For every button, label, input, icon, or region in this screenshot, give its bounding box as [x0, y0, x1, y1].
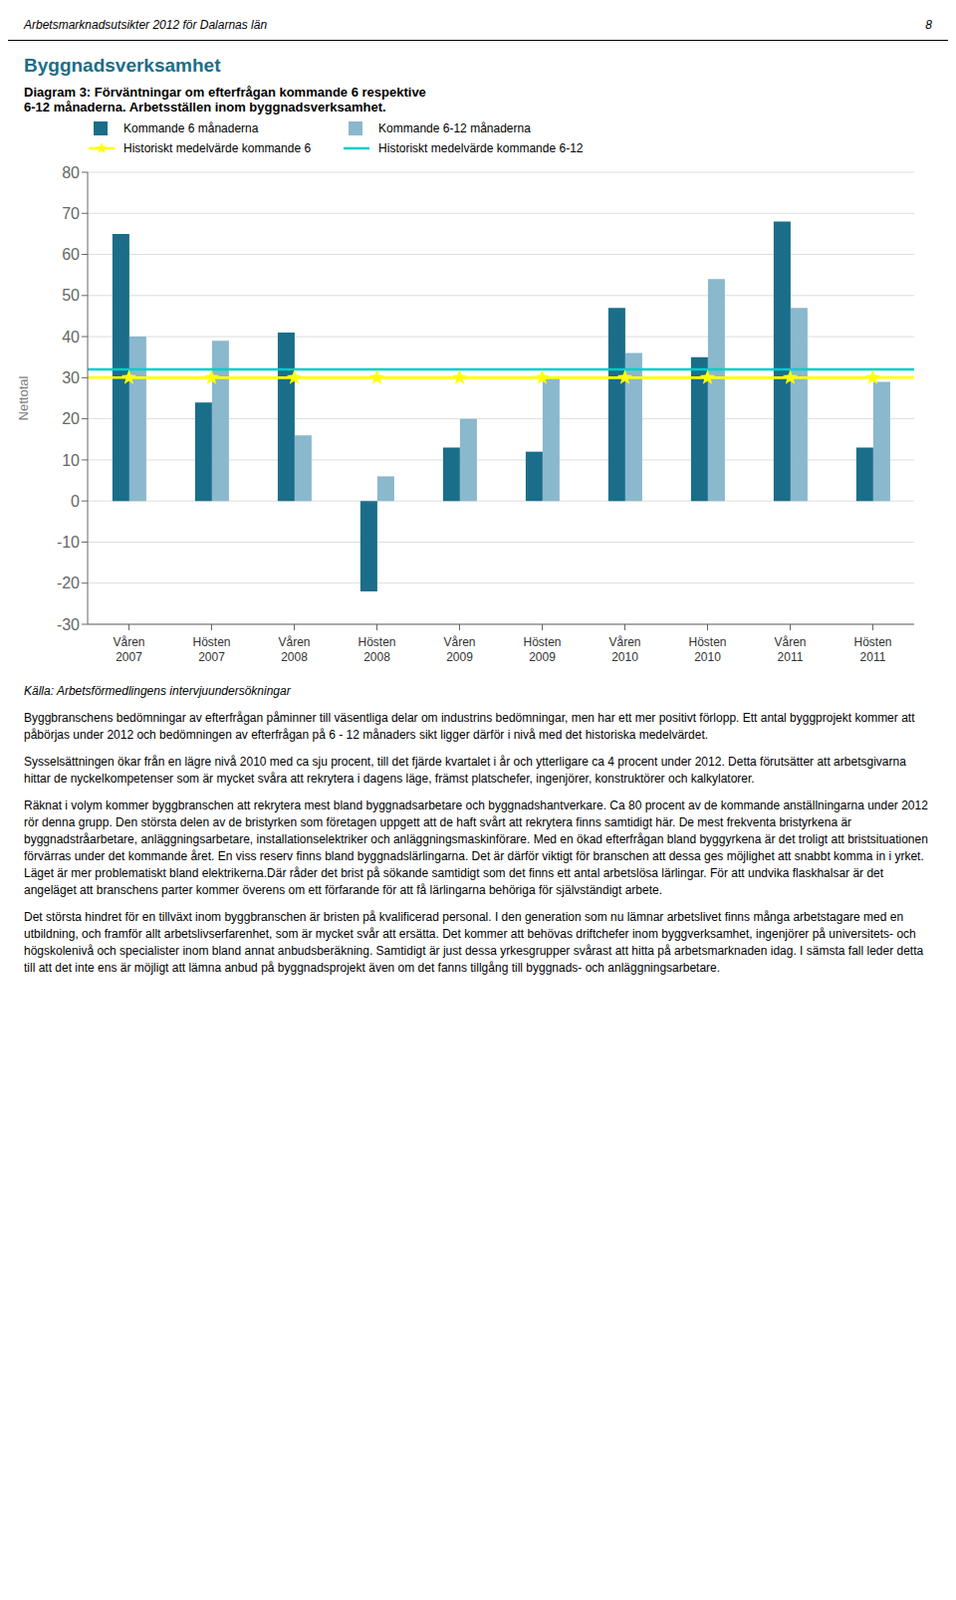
svg-text:Hösten2007: Hösten2007 — [192, 635, 231, 665]
svg-text:50: 50 — [61, 286, 80, 304]
svg-text:30: 30 — [61, 369, 80, 387]
svg-text:Hösten2008: Hösten2008 — [357, 635, 396, 665]
html-text:Det största hindret för en til: Det största hindret för en tillväxt inom… — [23, 910, 924, 975]
html-text:Historiskt medelvärde kommande: Historiskt medelvärde kommande 6-12 — [378, 141, 584, 156]
svg-text:-20: -20 — [56, 574, 80, 592]
svg-text:Hösten2011: Hösten2011 — [853, 635, 892, 665]
svg-text:70: 70 — [61, 205, 80, 223]
svg-text:Våren2007: Våren2007 — [112, 635, 145, 665]
html-text:8: 8 — [925, 17, 933, 32]
html-text:Sysselsättningen ökar från en: Sysselsättningen ökar från en lägre nivå… — [23, 754, 907, 786]
svg-text:-30: -30 — [56, 616, 80, 634]
svg-text:Våren2008: Våren2008 — [277, 635, 310, 665]
html-text:Räknat i volym kommer byggbran: Räknat i volym kommer byggbranschen att … — [23, 798, 929, 898]
svg-text:40: 40 — [61, 328, 80, 346]
html-text:Kommande 6-12 månaderna: Kommande 6-12 månaderna — [378, 121, 531, 136]
svg-text:Hösten2010: Hösten2010 — [688, 635, 726, 665]
html-text:Kommande 6 månaderna: Kommande 6 månaderna — [123, 121, 259, 136]
svg-text:80: 80 — [61, 164, 80, 182]
html-text:Källa: Arbetsförmedlingens int: Källa: Arbetsförmedlingens intervjuunder… — [23, 684, 291, 699]
html-text:Historiskt medelvärde kommande: Historiskt medelvärde kommande 6 — [123, 141, 311, 156]
svg-text:10: 10 — [61, 452, 80, 470]
svg-text:Hösten2009: Hösten2009 — [522, 635, 561, 665]
html-text:Arbetsmarknadsutsikter 2012 fö: Arbetsmarknadsutsikter 2012 för Dalarnas… — [23, 17, 267, 32]
html-text:Byggbranschens bedömningar av: Byggbranschens bedömningar av efterfråga… — [23, 711, 915, 742]
svg-text:Våren2010: Våren2010 — [608, 635, 641, 665]
svg-text:Våren2011: Våren2011 — [773, 635, 806, 665]
svg-text:-10: -10 — [56, 533, 80, 551]
svg-text:Nettotal: Nettotal — [15, 375, 31, 421]
svg-text:60: 60 — [61, 245, 80, 263]
svg-text:0: 0 — [70, 492, 80, 510]
svg-text:20: 20 — [61, 410, 80, 428]
html-text:Byggnadsverksamhet: Byggnadsverksamhet — [23, 54, 221, 76]
html-text:Diagram 3: Förväntningar om ef: Diagram 3: Förväntningar om efterfrågan … — [23, 84, 427, 115]
svg-text:Våren2009: Våren2009 — [443, 635, 476, 665]
